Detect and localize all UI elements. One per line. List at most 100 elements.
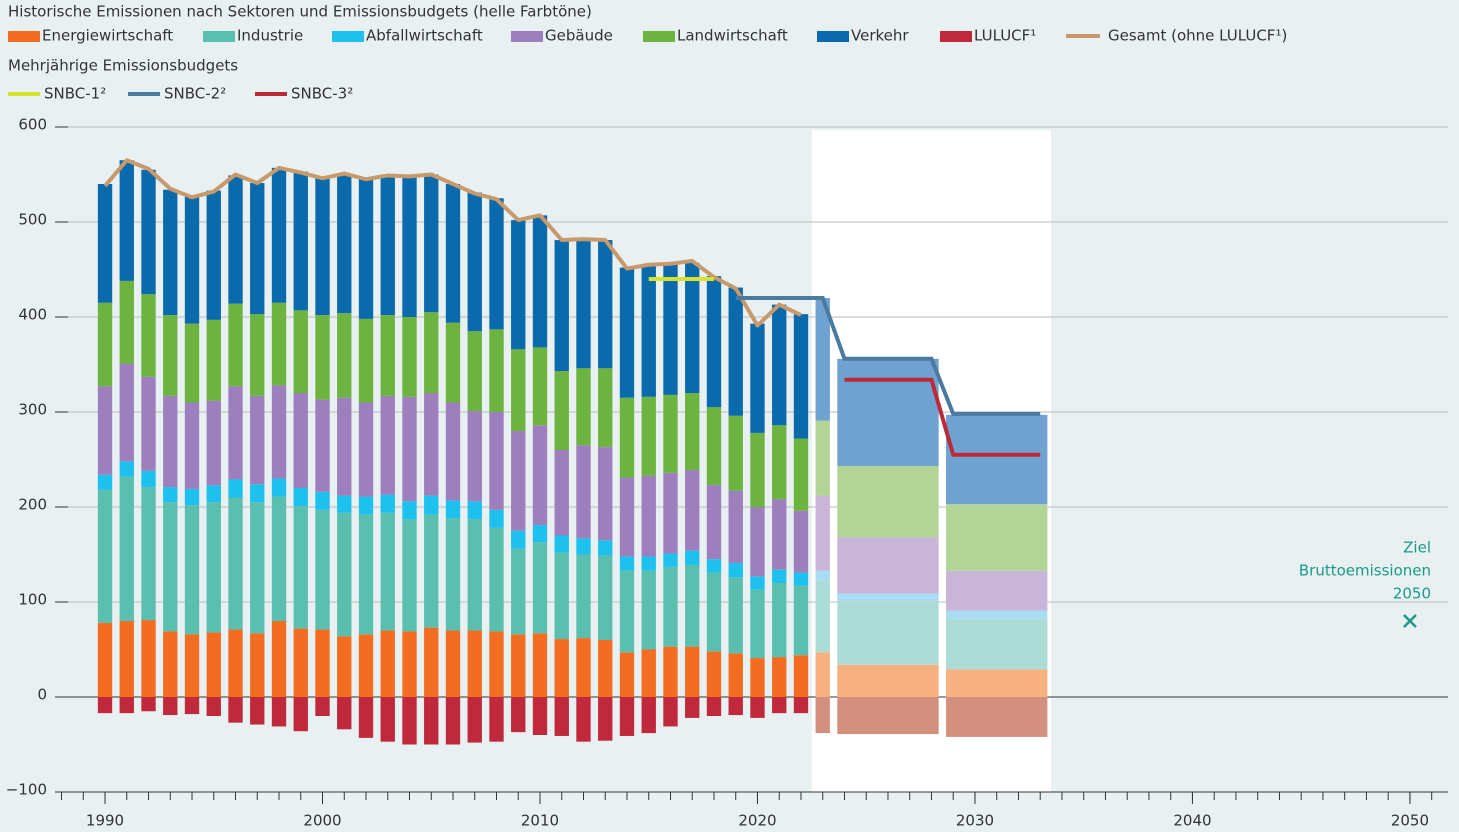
bar-segment (358, 318, 374, 403)
bar-segment (402, 396, 417, 502)
legend-swatch (8, 31, 40, 42)
bar-segment (119, 476, 134, 621)
bar-segment (206, 502, 221, 633)
bar-segment (511, 530, 526, 549)
budget-segment (946, 570, 1048, 611)
legend-swatch (643, 31, 675, 42)
bar-segment (663, 553, 678, 567)
bar-segment (598, 240, 613, 369)
bar-segment (685, 469, 700, 551)
bar-segment (467, 192, 482, 332)
bar-segment (772, 569, 787, 583)
bar-segment (489, 509, 504, 528)
bar-segment (424, 514, 439, 628)
bar-segment (532, 633, 548, 697)
legend-swatch (511, 31, 543, 42)
budget-segment (837, 358, 939, 467)
bar-segment (685, 564, 700, 647)
bar-segment (250, 484, 265, 503)
y-tick-label: 500 (18, 211, 47, 229)
bar-segment (380, 175, 395, 316)
bar-segment (467, 630, 482, 697)
bar-segment (576, 368, 591, 446)
total-line (103, 158, 802, 328)
bar-segment (793, 697, 809, 714)
bar-segment (793, 510, 809, 573)
bar-segment (402, 519, 417, 632)
bar-segment (337, 313, 352, 398)
bar-segment (750, 697, 765, 718)
bar-segment (728, 563, 743, 578)
bar-segment (532, 425, 548, 526)
bar-segment (554, 535, 569, 553)
bar-segment (706, 651, 722, 697)
bar-segment (663, 472, 678, 554)
bar-segment (598, 447, 613, 541)
bar-segment (293, 393, 308, 488)
bar-segment (337, 495, 352, 513)
bar-segment (554, 450, 569, 536)
bar-segment (685, 646, 700, 697)
bar-segment (228, 303, 243, 387)
y-tick-label: 0 (37, 686, 47, 704)
bar-segment (141, 376, 156, 471)
bar-segment (445, 630, 461, 697)
bar-segment (141, 169, 156, 295)
legend-label: Abfallwirtschaft (366, 27, 483, 45)
bar-segment (424, 697, 439, 745)
bar-segment (315, 509, 330, 630)
bar-segment (184, 402, 200, 489)
bar-segment (445, 402, 461, 501)
x-tick-label: 1990 (86, 812, 124, 830)
bar-segment (619, 556, 635, 571)
bar-segment (641, 697, 656, 734)
bar-segment (206, 190, 221, 320)
bar-segment (685, 262, 700, 393)
bar-segment (598, 368, 613, 448)
bar-segment (706, 407, 722, 486)
bar-segment (793, 585, 809, 656)
bar-segment (184, 196, 200, 324)
bar-segment (728, 697, 743, 716)
bar-segment (206, 485, 221, 503)
bar-segment (271, 478, 287, 497)
bar-segment (728, 415, 743, 491)
bar-segment (598, 540, 613, 556)
legend-label: Industrie (237, 27, 303, 45)
bar-segment (772, 583, 787, 658)
bar-segment (141, 620, 156, 697)
bar-segment (358, 496, 374, 515)
bar-segment (532, 525, 548, 543)
bar-segment (424, 495, 439, 515)
bar-segment (445, 518, 461, 631)
bar-segment (250, 314, 265, 396)
bar-segment (250, 183, 265, 315)
x-tick-label: 2030 (956, 812, 994, 830)
bar-segment (380, 315, 395, 396)
bar-segment (380, 494, 395, 513)
legend-label: LULUCF¹ (974, 27, 1036, 45)
bar-segment (467, 331, 482, 412)
legend-swatch (203, 31, 235, 42)
legend-label: Landwirtschaft (677, 27, 788, 45)
bar-segment (402, 501, 417, 520)
bar-segment (619, 267, 635, 398)
bar-segment (511, 431, 526, 531)
bar-segment (576, 638, 591, 697)
bar-segment (554, 240, 569, 372)
bar-segment (228, 386, 243, 480)
bar-segment (119, 621, 134, 697)
bar-segment (489, 527, 504, 632)
bar-segment (380, 697, 395, 742)
bar-segment (141, 487, 156, 621)
bar-segment (706, 276, 722, 408)
budget-line (735, 296, 1041, 416)
bar-segment (163, 487, 178, 503)
budget-segment (815, 697, 830, 734)
bar-segment (554, 371, 569, 450)
bar-segment (250, 502, 265, 634)
bar-segment (380, 512, 395, 631)
bar-segment (750, 576, 765, 590)
y-tick-label: 400 (18, 306, 47, 324)
